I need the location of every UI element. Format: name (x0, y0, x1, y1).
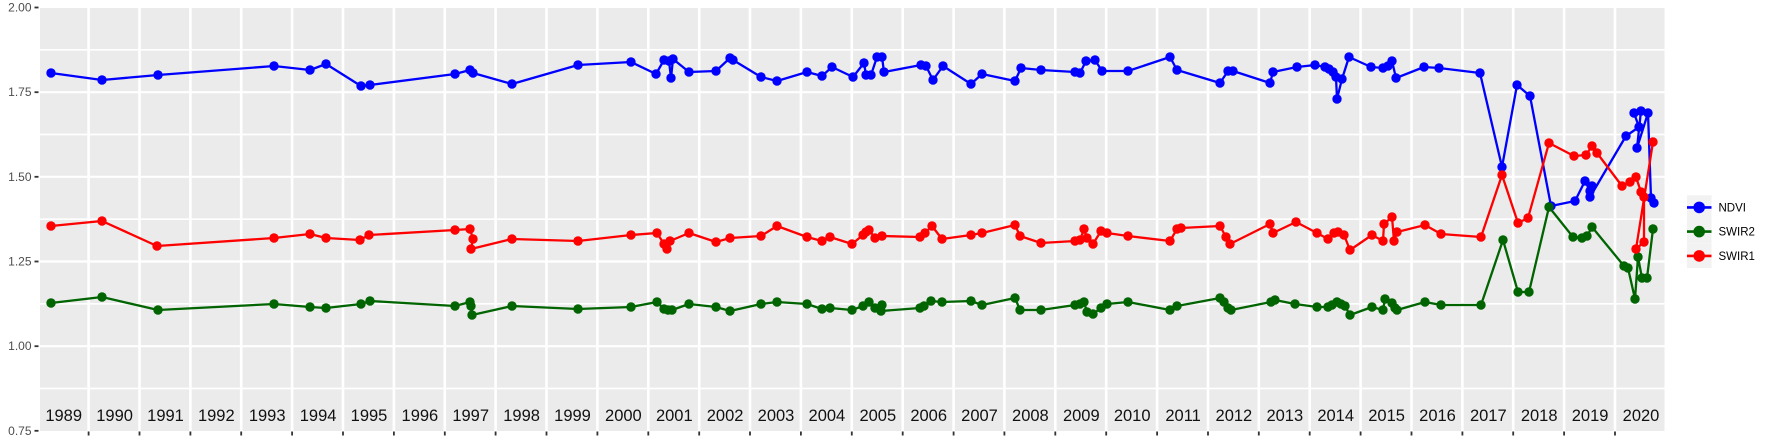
svg-text:2019: 2019 (1572, 407, 1609, 425)
svg-text:1990: 1990 (96, 407, 133, 425)
svg-text:2004: 2004 (809, 407, 846, 425)
svg-text:2020: 2020 (1623, 407, 1660, 425)
svg-text:2013: 2013 (1266, 407, 1303, 425)
svg-text:NDVI: NDVI (1719, 202, 1746, 214)
svg-text:2007: 2007 (961, 407, 998, 425)
svg-text:1994: 1994 (300, 407, 337, 425)
svg-text:2000: 2000 (605, 407, 642, 425)
svg-text:1.75: 1.75 (8, 85, 32, 99)
svg-text:2003: 2003 (758, 407, 795, 425)
svg-text:2018: 2018 (1521, 407, 1558, 425)
svg-text:SWIR2: SWIR2 (1719, 227, 1755, 239)
svg-text:1993: 1993 (249, 407, 286, 425)
svg-text:2009: 2009 (1063, 407, 1100, 425)
svg-text:1991: 1991 (147, 407, 184, 425)
svg-text:1989: 1989 (45, 407, 82, 425)
svg-text:2017: 2017 (1470, 407, 1507, 425)
svg-text:1.25: 1.25 (8, 255, 32, 269)
svg-text:1992: 1992 (198, 407, 235, 425)
svg-text:2014: 2014 (1317, 407, 1354, 425)
svg-text:2015: 2015 (1368, 407, 1405, 425)
svg-text:1995: 1995 (351, 407, 388, 425)
svg-text:1997: 1997 (452, 407, 489, 425)
svg-text:SWIR1: SWIR1 (1719, 251, 1755, 263)
svg-text:0.75: 0.75 (8, 424, 32, 438)
svg-text:2005: 2005 (859, 407, 896, 425)
svg-text:1996: 1996 (402, 407, 439, 425)
svg-text:2001: 2001 (656, 407, 693, 425)
svg-text:2002: 2002 (707, 407, 744, 425)
svg-text:1998: 1998 (503, 407, 540, 425)
svg-text:2008: 2008 (1012, 407, 1049, 425)
svg-text:2011: 2011 (1165, 407, 1200, 425)
svg-text:1999: 1999 (554, 407, 591, 425)
svg-text:2006: 2006 (910, 407, 947, 425)
svg-text:2.00: 2.00 (8, 1, 32, 15)
svg-text:2016: 2016 (1419, 407, 1456, 425)
svg-text:1.50: 1.50 (8, 170, 32, 184)
svg-text:2012: 2012 (1216, 407, 1253, 425)
svg-text:1.00: 1.00 (8, 339, 32, 353)
svg-text:2010: 2010 (1114, 407, 1151, 425)
